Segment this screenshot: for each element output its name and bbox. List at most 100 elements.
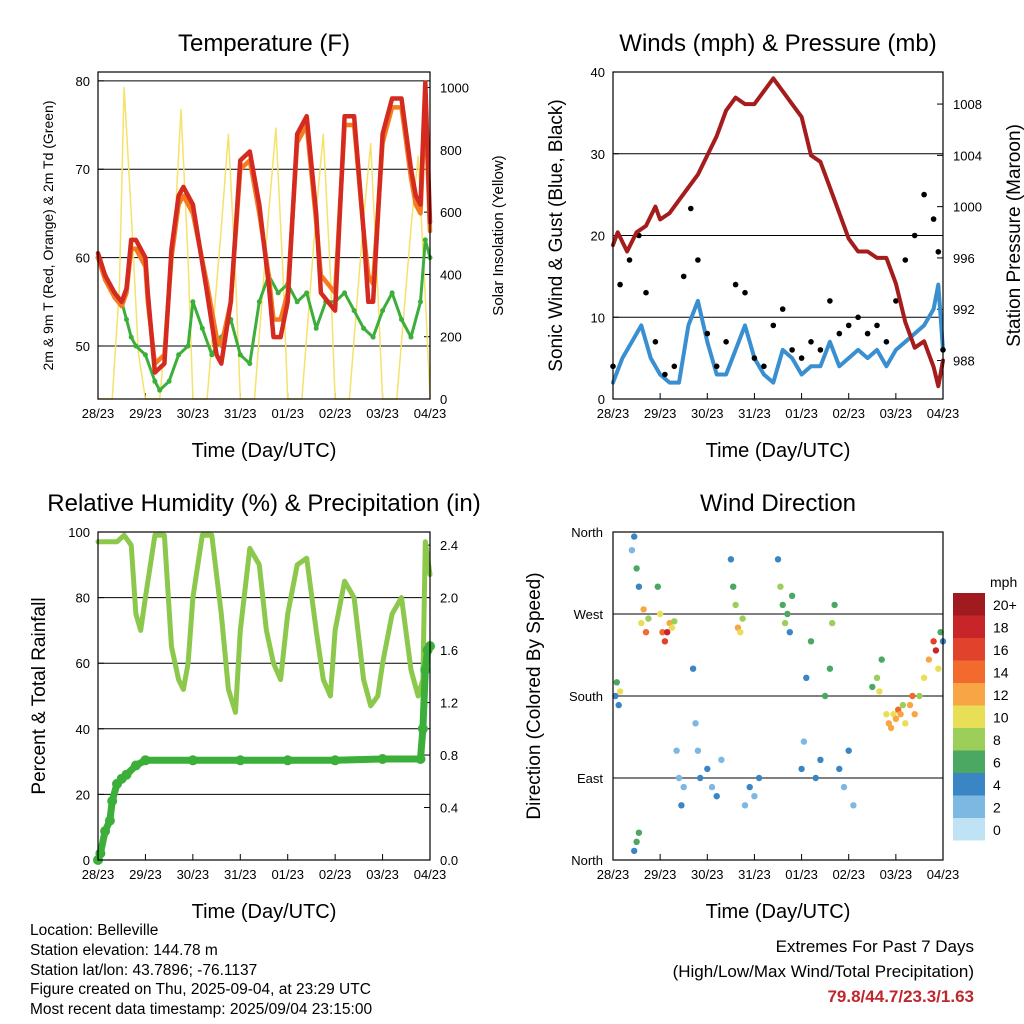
extremes-block: Extremes For Past 7 Days (High/Low/Max W… [673,934,974,1009]
direction-point [638,619,645,627]
legend-label: 8 [993,732,1001,748]
y-tick-label: 0 [598,392,605,407]
direction-point [704,765,711,773]
y-tick-label: 70 [76,162,90,177]
x-tick-label: 03/23 [880,867,913,882]
direction-point [873,674,881,681]
direction-point [909,692,916,700]
y-tick-label: East [577,771,603,786]
direction-point [836,765,843,773]
direction-point [935,665,942,672]
direction-point [821,692,829,700]
gust-point [688,205,694,212]
y2-tick-label: 1004 [953,148,982,163]
legend-label: 20+ [993,597,1017,613]
gust-point [742,289,748,296]
dewpoint-point [408,334,414,340]
y-tick-label: 80 [76,591,90,606]
gust-point [617,281,623,288]
direction-point [817,756,824,763]
direction-point [916,692,923,700]
dewpoint-point [399,317,404,322]
legend-label: 10 [993,710,1009,726]
meta-created: Figure created on Thu, 2025-09-04, at 23… [30,981,371,999]
gust-point [652,339,659,345]
x-axis-label-humidity: Time (Day/UTC) [192,901,337,923]
direction-point [628,547,636,554]
x-tick-label: 30/23 [177,867,210,882]
legend-swatch [953,683,985,706]
precip-point [235,755,246,766]
gust-point [761,363,767,370]
y-tick-label: 40 [591,65,605,80]
x-tick-label: 28/23 [597,867,630,882]
x-tick-label: 03/23 [880,406,913,421]
x-axis-label-direction: Time (Day/UTC) [706,901,851,923]
gust-point [732,281,739,288]
y2-axis-label-winds: Station Pressure (Maroon) [1004,124,1024,347]
precip-point [377,754,388,764]
legend-swatch [953,705,985,728]
chart-title-direction: Wind Direction [700,490,856,517]
dewpoint-point [190,299,196,305]
dewpoint-point [380,308,386,314]
x-tick-label: 02/23 [319,406,352,421]
gust-point [817,347,824,353]
x-tick-label: 31/23 [738,406,771,421]
gust-point [713,363,720,370]
y2-tick-label: 600 [440,205,462,220]
precip-point [140,755,151,766]
y-axis-label-winds: Sonic Wind & Gust (Blue, Black) [546,99,567,371]
direction-point [727,556,735,563]
direction-point [694,747,702,754]
precip-point [95,848,106,859]
dewpoint-point [275,290,281,296]
x-tick-label: 01/23 [785,406,818,421]
direction-point [878,656,885,663]
direction-point [741,802,749,809]
dewpoint-point [313,325,319,331]
y2-tick-label: 2.0 [440,591,458,606]
legend-label: 2 [993,800,1001,816]
precip-point [282,755,293,766]
gust-point [671,363,678,370]
y2-tick-label: 2.4 [440,538,458,553]
direction-point [781,619,789,627]
gust-point [751,355,758,361]
y-tick-label: 20 [591,229,605,244]
legend-swatch [953,728,985,751]
direction-point [826,665,834,672]
direction-point [642,629,650,636]
legend-label: 6 [993,755,1001,771]
gust-point [626,257,633,263]
direction-point [730,583,737,590]
legend-swatch [953,773,985,796]
direction-point [680,783,687,791]
y-tick-label: West [574,607,604,622]
direction-point [845,747,852,754]
y-axis-label-humidity: Percent & Total Rainfall [29,597,50,794]
meta-latlon: Station lat/lon: 43.7896; -76.1137 [30,961,258,979]
x-tick-label: 29/23 [129,867,162,882]
y-axis-label-direction: Direction (Colored By Speed) [524,572,545,819]
direction-point [656,610,664,618]
series-dewpoint [96,238,432,392]
gust-point [911,232,918,239]
x-axis-label-temperature: Time (Day/UTC) [192,440,337,462]
direction-point [897,711,904,718]
gust-point [723,339,729,345]
direction-point [899,701,907,709]
legend-label: 0 [993,822,1001,838]
x-tick-label: 02/23 [319,867,352,882]
precip-point [417,723,428,734]
chart-title-temperature: Temperature (F) [178,30,350,57]
x-tick-label: 02/23 [832,406,865,421]
gust-point [921,191,927,198]
direction-point [616,688,624,695]
x-tick-label: 02/23 [832,867,865,882]
direction-point [930,638,937,645]
meta-elevation: Station elevation: 144.78 m [30,941,218,959]
y2-tick-label: 1000 [440,81,469,96]
gust-point [827,298,833,304]
dewpoint-point [304,290,310,296]
